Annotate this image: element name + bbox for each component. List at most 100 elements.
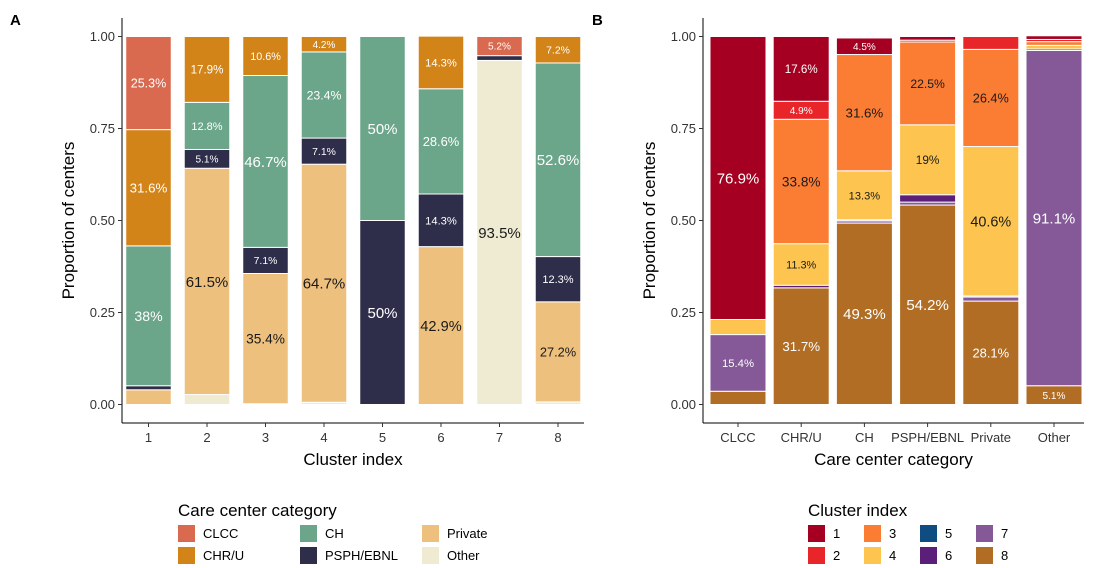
data-label: 19%: [916, 153, 940, 167]
legend-label: 5: [945, 526, 952, 541]
legend-swatch: [976, 525, 993, 542]
legend-swatch: [920, 525, 937, 542]
data-label: 31.6%: [130, 181, 168, 196]
bar-segment: [962, 296, 1020, 302]
data-label: 17.9%: [191, 64, 224, 77]
data-label: 15.4%: [722, 358, 754, 370]
x-tick-label: 6: [437, 430, 444, 445]
legend-swatch: [808, 525, 825, 542]
legend-label: 4: [889, 548, 896, 563]
legend-label: CLCC: [203, 526, 238, 541]
bar-segment: [300, 137, 348, 165]
data-label: 12.8%: [191, 121, 222, 133]
x-tick-label: PSPH/EBNL: [891, 430, 964, 445]
data-label: 61.5%: [186, 274, 229, 291]
legend-swatch: [300, 547, 317, 564]
bar-segment: [183, 394, 231, 405]
data-label: 25.3%: [131, 77, 166, 91]
data-label: 4.5%: [853, 42, 876, 53]
data-label: 76.9%: [717, 170, 760, 187]
data-label: 4.9%: [790, 106, 813, 117]
bar-segment: [476, 59, 523, 405]
bar-segment: [899, 124, 957, 196]
data-label: 28.6%: [423, 134, 460, 149]
y-tick-label: 0.50: [671, 213, 696, 228]
x-tick-label: 7: [496, 430, 503, 445]
legend-swatch: [300, 525, 317, 542]
data-label: 64.7%: [303, 276, 346, 293]
bar-segment: [772, 287, 830, 405]
legend-title: Care center category: [178, 501, 337, 520]
legend-swatch: [864, 525, 881, 542]
y-tick-label: 1.00: [90, 29, 115, 44]
bar-segment: [476, 55, 523, 61]
x-axis-title: Care center category: [814, 450, 973, 469]
data-label: 23.4%: [307, 88, 342, 102]
data-label: 27.2%: [540, 344, 576, 359]
data-label: 31.6%: [846, 105, 884, 120]
data-label: 10.6%: [250, 51, 281, 63]
data-label: 7.2%: [546, 45, 570, 56]
data-label: 4.2%: [313, 40, 336, 51]
data-label: 31.7%: [782, 339, 820, 354]
data-label: 93.5%: [478, 225, 521, 242]
data-label: 13.3%: [849, 190, 881, 202]
bar-segment: [962, 36, 1020, 50]
x-axis-title: Cluster index: [303, 450, 403, 469]
data-label: 52.6%: [537, 152, 580, 169]
data-label: 46.7%: [244, 154, 287, 171]
bar-segment: [1025, 41, 1083, 46]
panel-a-legend: Care center category CLCC CHR/U CH PSPH/EBNL…: [178, 501, 487, 564]
bar-segment: [417, 193, 465, 248]
data-label: 7.1%: [312, 147, 336, 158]
data-label: 26.4%: [973, 92, 1009, 106]
legend-label: CH: [325, 526, 344, 541]
panel-a-chart: 0.00 0.25 0.50 0.75 1.00 1 25.3% 31.6% 38% 2 17.9%…: [59, 18, 584, 469]
bar-segment: [183, 167, 231, 396]
bar-segment: [242, 272, 289, 405]
bar-segment: [835, 170, 893, 221]
data-label: 33.8%: [782, 174, 821, 189]
bar-segment: [300, 163, 348, 403]
data-label: 42.9%: [420, 319, 461, 335]
legend-swatch: [920, 547, 937, 564]
bar-segment: [1025, 44, 1083, 50]
bar-segment: [242, 36, 289, 77]
legend-label: Private: [447, 526, 487, 541]
bar-segment: [534, 301, 582, 403]
bar-segment: [709, 390, 767, 406]
data-label: 12.3%: [542, 274, 573, 286]
data-label: 22.5%: [910, 77, 945, 91]
y-tick-label: 1.00: [671, 29, 696, 44]
bar-segment: [534, 36, 582, 64]
legend-swatch: [178, 547, 195, 564]
bar-segment: [962, 48, 1020, 148]
y-axis-title: Proportion of centers: [640, 142, 659, 300]
bar-segment: [899, 36, 957, 41]
legend-label: 7: [1001, 526, 1008, 541]
legend-label: 3: [889, 526, 896, 541]
bar-segment: [899, 204, 957, 405]
legend-label: Other: [447, 548, 480, 563]
legend-swatch: [178, 525, 195, 542]
legend-swatch: [864, 547, 881, 564]
data-label: 14.3%: [425, 57, 457, 69]
x-tick-label: 2: [203, 430, 210, 445]
data-label: 50%: [367, 121, 397, 138]
legend-label: PSPH/EBNL: [325, 548, 398, 563]
bar-segment: [1025, 49, 1083, 387]
panel-label-a: A: [10, 12, 21, 29]
bar-segment: [359, 36, 406, 221]
panel-b-chart: 0.00 0.25 0.50 0.75 1.00 CLCC 76.9% 15.4% CHR/U 1…: [640, 18, 1084, 469]
bar-segment: [417, 246, 465, 405]
legend-swatch: [976, 547, 993, 564]
y-tick-label: 0.25: [90, 305, 115, 320]
y-axis-title: Proportion of centers: [59, 142, 78, 300]
legend-swatch: [422, 525, 439, 542]
legend-label: 1: [833, 526, 840, 541]
x-tick-label: Private: [971, 430, 1011, 445]
legend-label: 2: [833, 548, 840, 563]
data-label: 49.3%: [843, 306, 886, 323]
legend-label: 6: [945, 548, 952, 563]
bar-segment: [417, 88, 465, 195]
